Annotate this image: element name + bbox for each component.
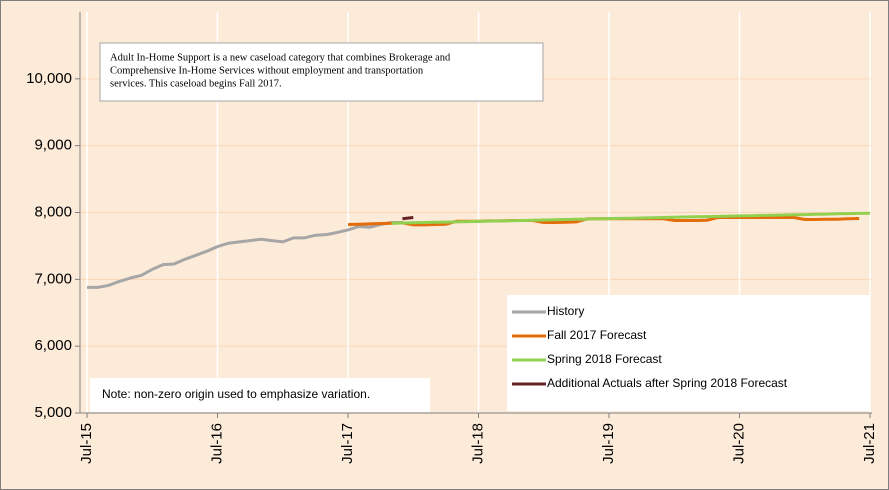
series-line [87,221,403,289]
y-tick-label: 7,000 [34,270,72,287]
legend [507,295,870,411]
annotation-line: Comprehensive In-Home Services without e… [110,65,424,76]
annotation-line: services. This caseload begins Fall 2017… [110,78,282,89]
y-tick-label: 8,000 [34,203,72,220]
legend-label: History [547,304,584,318]
x-tick-label: Jul-20 [730,423,747,464]
y-tick-label: 10,000 [26,70,72,87]
y-tick-label: 9,000 [34,137,72,154]
x-tick-label: Jul-15 [78,423,95,464]
series-line [391,211,871,225]
x-tick-label: Jul-21 [861,423,878,464]
x-tick-label: Jul-19 [600,423,617,464]
x-tick-label: Jul-17 [339,423,356,464]
annotation-line: Adult In-Home Support is a new caseload … [110,52,451,63]
note-box [90,378,430,412]
legend-label: Fall 2017 Forecast [547,328,647,342]
x-tick-label: Jul-18 [469,423,486,464]
y-tick-label: 6,000 [34,337,72,354]
note: Note: non-zero origin used to emphasize … [102,387,370,401]
series-line [402,216,414,221]
x-tick-label: Jul-16 [208,423,225,464]
legend-label: Spring 2018 Forecast [547,352,662,366]
y-tick-label: 5,000 [34,404,72,421]
legend-label: Additional Actuals after Spring 2018 For… [547,376,788,390]
annotation-box [99,42,544,102]
